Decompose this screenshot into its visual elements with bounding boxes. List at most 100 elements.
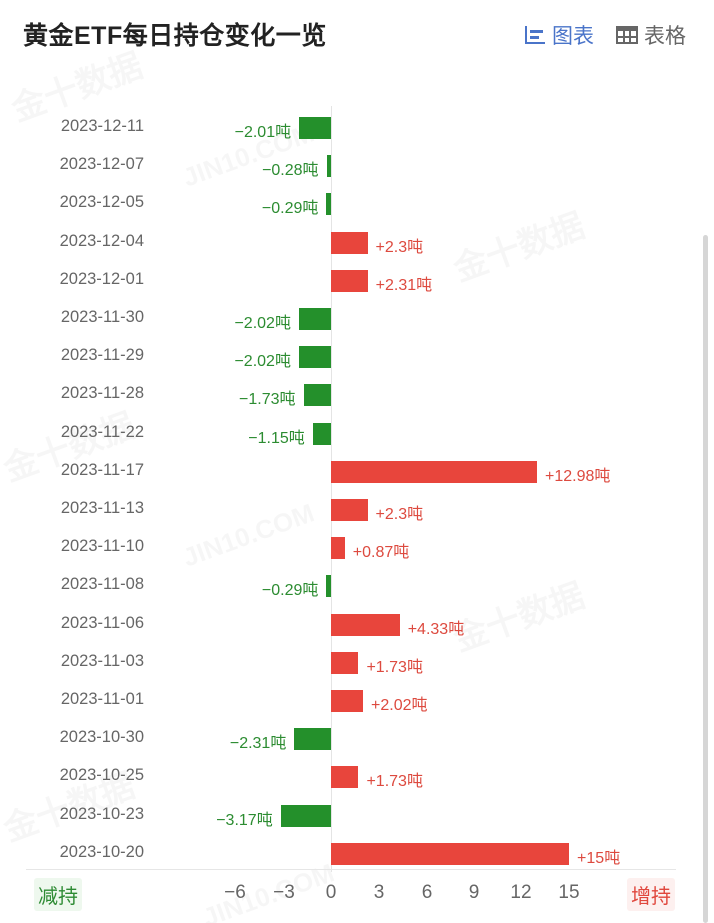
row-date-label: 2023-12-04 [59, 231, 144, 250]
row-date-label: 2023-11-08 [60, 575, 144, 594]
x-axis-ticks: −6 −3 0 3 6 9 12 15 [0, 882, 714, 912]
chart-row[interactable]: 2023-10-25 +1.73吨 [0, 763, 690, 791]
increase-bar[interactable] [331, 499, 368, 521]
x-axis-tick: 15 [558, 882, 580, 903]
bar-value-label: +2.3吨 [375, 506, 424, 523]
decrease-bar[interactable] [280, 804, 331, 827]
chart-row[interactable]: 2023-11-22 −1.15吨 [0, 420, 690, 448]
chart-row[interactable]: 2023-12-04 +2.3吨 [0, 229, 690, 257]
decrease-bar[interactable] [298, 308, 331, 330]
increase-bar[interactable] [331, 613, 400, 636]
bar-value-label: +0.87吨 [352, 544, 410, 562]
bar-value-label: −1.73吨 [239, 391, 296, 409]
row-date-label: 2023-11-17 [60, 460, 144, 479]
chart-row[interactable]: 2023-11-03 +1.73吨 [0, 649, 690, 677]
bar-chart: 2023-12-11 −2.01吨 2023-12-07 −0.28吨 2023-12-… [0, 100, 690, 880]
chart-row[interactable]: 2023-11-01 +2.02吨 [0, 687, 690, 715]
bar-value-label: +15吨 [577, 849, 621, 867]
x-axis-tick: 12 [510, 882, 532, 903]
x-axis-tick: 6 [421, 882, 433, 903]
row-date-label: 2023-11-06 [60, 613, 144, 632]
bar-value-label: −1.15吨 [248, 429, 305, 447]
row-date-label: 2023-11-30 [60, 308, 144, 326]
increase-bar[interactable] [331, 231, 368, 254]
chart-row[interactable]: 2023-10-23 −3.17吨 [0, 802, 690, 830]
bar-value-label: −2.31吨 [229, 735, 287, 753]
row-date-label: 2023-12-11 [60, 117, 144, 135]
table-view-button[interactable]: 表格 [616, 20, 686, 50]
legend-increase: 增持 [627, 878, 675, 911]
increase-bar[interactable] [331, 842, 570, 865]
table-view-label: 表格 [644, 25, 686, 48]
chart-row[interactable]: 2023-10-30 −2.31吨 [0, 725, 690, 753]
chart-row[interactable]: 2023-11-06 +4.33吨 [0, 611, 690, 639]
bar-value-label: +1.73吨 [366, 773, 423, 791]
row-date-label: 2023-11-28 [60, 384, 144, 403]
decrease-bar[interactable] [303, 384, 331, 407]
row-date-label: 2023-10-25 [59, 766, 144, 785]
row-date-label: 2023-11-13 [60, 499, 144, 517]
decrease-bar[interactable] [294, 728, 331, 751]
row-date-label: 2023-11-29 [60, 346, 144, 365]
bar-value-label: −0.29吨 [261, 582, 319, 600]
increase-bar[interactable] [331, 766, 359, 789]
chart-row[interactable]: 2023-11-30 −2.02吨 [0, 305, 690, 333]
chart-row[interactable]: 2023-11-29 −2.02吨 [0, 343, 690, 371]
x-axis-tick: −6 [224, 882, 246, 903]
bar-value-label: −2.01吨 [234, 124, 292, 141]
chart-view-button[interactable]: 图表 [524, 20, 594, 50]
bar-value-label: −2.02吨 [234, 353, 291, 371]
row-date-label: 2023-11-01 [60, 690, 144, 708]
row-date-label: 2023-10-20 [59, 842, 144, 861]
chart-row[interactable]: 2023-11-10 +0.87吨 [0, 534, 690, 562]
view-toggle: 图表 表格 [524, 20, 686, 50]
x-axis-tick: 9 [468, 882, 480, 903]
row-date-label: 2023-11-03 [60, 651, 144, 670]
chart-row[interactable]: 2023-11-17 +12.98吨 [0, 458, 690, 486]
x-axis-line [26, 869, 676, 870]
chart-row[interactable]: 2023-11-13 +2.3吨 [0, 496, 690, 524]
bar-value-label: +4.33吨 [407, 620, 465, 638]
chart-row[interactable]: 2023-12-05 −0.29吨 [0, 190, 690, 218]
decrease-bar[interactable] [299, 117, 331, 139]
row-date-label: 2023-10-23 [59, 804, 144, 823]
row-date-label: 2023-11-22 [60, 422, 144, 441]
page-title: 黄金ETF每日持仓变化一览 [23, 22, 327, 50]
bar-value-label: −0.28吨 [262, 162, 319, 180]
vertical-scrollbar[interactable] [703, 235, 708, 923]
increase-bar[interactable] [331, 537, 345, 560]
bar-value-label: +2.02吨 [371, 697, 428, 714]
increase-bar[interactable] [331, 460, 537, 483]
header: 黄金ETF每日持仓变化一览 图表 表格 [0, 0, 714, 70]
bar-chart-icon [525, 26, 545, 44]
chart-row[interactable]: 2023-11-08 −0.29吨 [0, 572, 690, 600]
decrease-bar[interactable] [312, 422, 331, 445]
decrease-bar[interactable] [326, 155, 331, 178]
x-axis-tick: 0 [325, 882, 337, 903]
bar-value-label: +2.3吨 [375, 238, 424, 256]
bar-value-label: +12.98吨 [544, 467, 611, 485]
row-date-label: 2023-10-30 [59, 728, 144, 747]
chart-row[interactable]: 2023-12-07 −0.28吨 [0, 152, 690, 180]
increase-bar[interactable] [331, 651, 359, 674]
x-axis-tick: 3 [373, 882, 385, 903]
chart-row[interactable]: 2023-11-28 −1.73吨 [0, 381, 690, 409]
chart-row[interactable]: 2023-12-11 −2.01吨 [0, 114, 690, 142]
increase-bar[interactable] [331, 269, 368, 292]
bar-value-label: +1.73吨 [366, 658, 423, 676]
chart-row[interactable]: 2023-12-01 +2.31吨 [0, 267, 690, 295]
decrease-bar[interactable] [298, 346, 331, 369]
bar-value-label: −3.17吨 [216, 811, 273, 829]
table-grid-icon [616, 26, 638, 44]
row-date-label: 2023-12-05 [59, 193, 144, 212]
row-date-label: 2023-12-07 [59, 155, 144, 174]
decrease-bar[interactable] [326, 575, 331, 598]
row-date-label: 2023-12-01 [59, 269, 144, 288]
increase-bar[interactable] [331, 690, 364, 712]
x-axis-tick: −3 [273, 882, 295, 903]
row-date-label: 2023-11-10 [60, 537, 144, 556]
decrease-bar[interactable] [326, 193, 331, 216]
bar-value-label: +2.31吨 [375, 276, 433, 294]
chart-row[interactable]: 2023-10-20 +15吨 [0, 840, 690, 868]
bar-value-label: −0.29吨 [261, 200, 319, 218]
